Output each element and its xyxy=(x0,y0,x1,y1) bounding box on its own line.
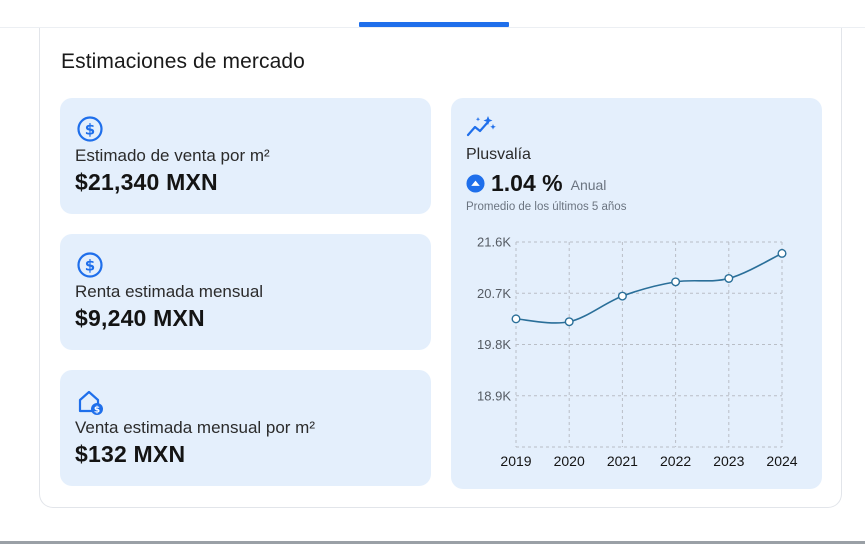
x-tick-label: 2021 xyxy=(607,453,638,469)
x-tick-label: 2023 xyxy=(713,453,744,469)
y-tick-label: 19.8K xyxy=(477,337,511,352)
section-title: Estimaciones de mercado xyxy=(61,50,305,73)
active-tab-indicator xyxy=(359,22,509,27)
plusvalia-note: Promedio de los últimos 5 años xyxy=(466,201,627,213)
data-point xyxy=(511,314,521,324)
stat-value: $9,240 MXN xyxy=(75,305,205,331)
y-tick-label: 20.7K xyxy=(477,286,511,301)
plusvalia-rate-row: 1.04 % Anual xyxy=(466,170,606,196)
x-tick-label: 2020 xyxy=(554,453,585,469)
data-point xyxy=(617,291,627,301)
svg-text:$: $ xyxy=(85,121,95,139)
y-tick-label: 18.9K xyxy=(477,388,511,403)
stat-label: Estimado de venta por m² xyxy=(75,146,270,165)
stat-label: Venta estimada mensual por m² xyxy=(75,418,316,437)
stat-card-sale-per-m2: $ Estimado de venta por m² $21,340 MXN xyxy=(60,98,431,214)
data-point xyxy=(671,277,681,287)
dollar-circle-icon: $ xyxy=(77,252,103,278)
y-tick-label: 21.6K xyxy=(477,235,511,250)
sparkle-trend-icon xyxy=(466,116,496,137)
house-dollar-icon: $ xyxy=(78,390,103,416)
data-point xyxy=(724,273,734,283)
data-point xyxy=(564,317,574,327)
stat-card-monthly-sale-per-m2: $ Venta estimada mensual por m² $132 MXN xyxy=(60,370,431,486)
tab-divider xyxy=(0,27,865,28)
x-tick-label: 2022 xyxy=(660,453,691,469)
plusvalia-card: Plusvalía 1.04 % Anual Promedio de los ú… xyxy=(451,98,822,489)
stat-value: $132 MXN xyxy=(75,441,186,467)
arrow-up-circle-icon xyxy=(466,173,485,193)
series-line xyxy=(515,252,783,324)
data-point xyxy=(777,248,787,258)
plusvalia-line-chart: 21.6K 20.7K 19.8K 18.9K 2019 2020 2021 2022 2023… xyxy=(477,235,798,470)
svg-text:$: $ xyxy=(85,257,95,275)
x-tick-label: 2024 xyxy=(766,453,797,469)
plusvalia-rate: 1.04 % xyxy=(491,169,563,196)
plusvalia-title: Plusvalía xyxy=(466,146,531,163)
svg-text:$: $ xyxy=(94,406,100,416)
x-tick-label: 2019 xyxy=(500,453,531,469)
stat-card-monthly-rent: $ Renta estimada mensual $9,240 MXN xyxy=(60,234,431,350)
page-bottom-rule xyxy=(0,541,865,544)
stat-label: Renta estimada mensual xyxy=(75,282,264,301)
stat-value: $21,340 MXN xyxy=(75,169,218,195)
plusvalia-period: Anual xyxy=(570,177,607,193)
dollar-circle-icon: $ xyxy=(77,116,103,142)
